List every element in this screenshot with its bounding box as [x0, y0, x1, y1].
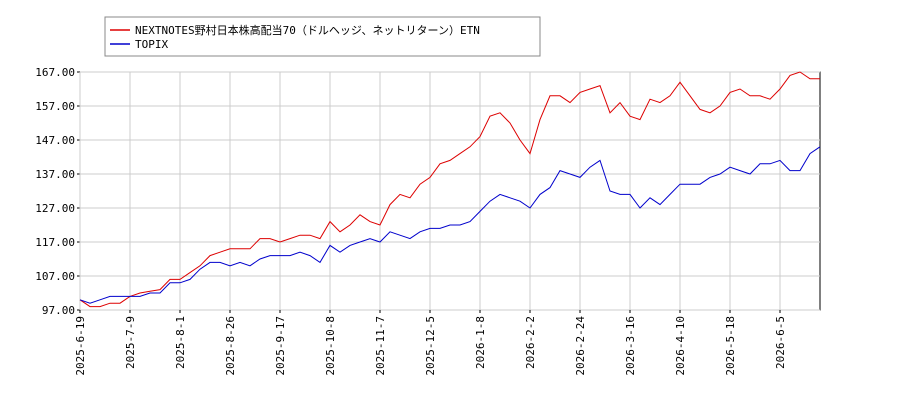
y-tick-label: 107.00 [35, 270, 75, 283]
y-tick-label: 147.00 [35, 134, 75, 147]
x-tick-label: 2025-12-5 [424, 316, 437, 376]
x-tick-label: 2026-6-5 [774, 316, 787, 369]
legend-label: NEXTNOTES野村日本株高配当70（ドルヘッジ、ネットリターン）ETN [135, 23, 480, 37]
y-tick-label: 157.00 [35, 100, 75, 113]
legend-label: TOPIX [135, 38, 168, 51]
x-tick-label: 2026-2-2 [524, 316, 537, 369]
x-tick-label: 2025-6-19 [74, 316, 87, 376]
y-tick-label: 137.00 [35, 168, 75, 181]
y-tick-label: 97.00 [42, 304, 75, 317]
plot-frame [79, 71, 821, 311]
x-tick-label: 2026-2-24 [574, 316, 587, 376]
x-tick-label: 2025-8-1 [174, 316, 187, 369]
x-tick-label: 2026-5-18 [724, 316, 737, 376]
x-tick-label: 2026-4-10 [674, 316, 687, 376]
x-tick-label: 2026-1-8 [474, 316, 487, 369]
x-tick-label: 2025-7-9 [124, 316, 137, 369]
x-tick-label: 2025-11-7 [374, 316, 387, 376]
x-tick-label: 2025-8-26 [224, 316, 237, 376]
y-tick-label: 167.00 [35, 66, 75, 79]
line-series [79, 71, 820, 308]
line-series [79, 146, 821, 304]
x-tick-label: 2026-3-16 [624, 316, 637, 376]
legend [104, 16, 541, 57]
y-tick-label: 117.00 [35, 236, 75, 249]
x-tick-label: 2025-10-8 [324, 316, 337, 376]
x-tick-label: 2025-9-17 [274, 316, 287, 376]
y-tick-label: 127.00 [35, 202, 75, 215]
